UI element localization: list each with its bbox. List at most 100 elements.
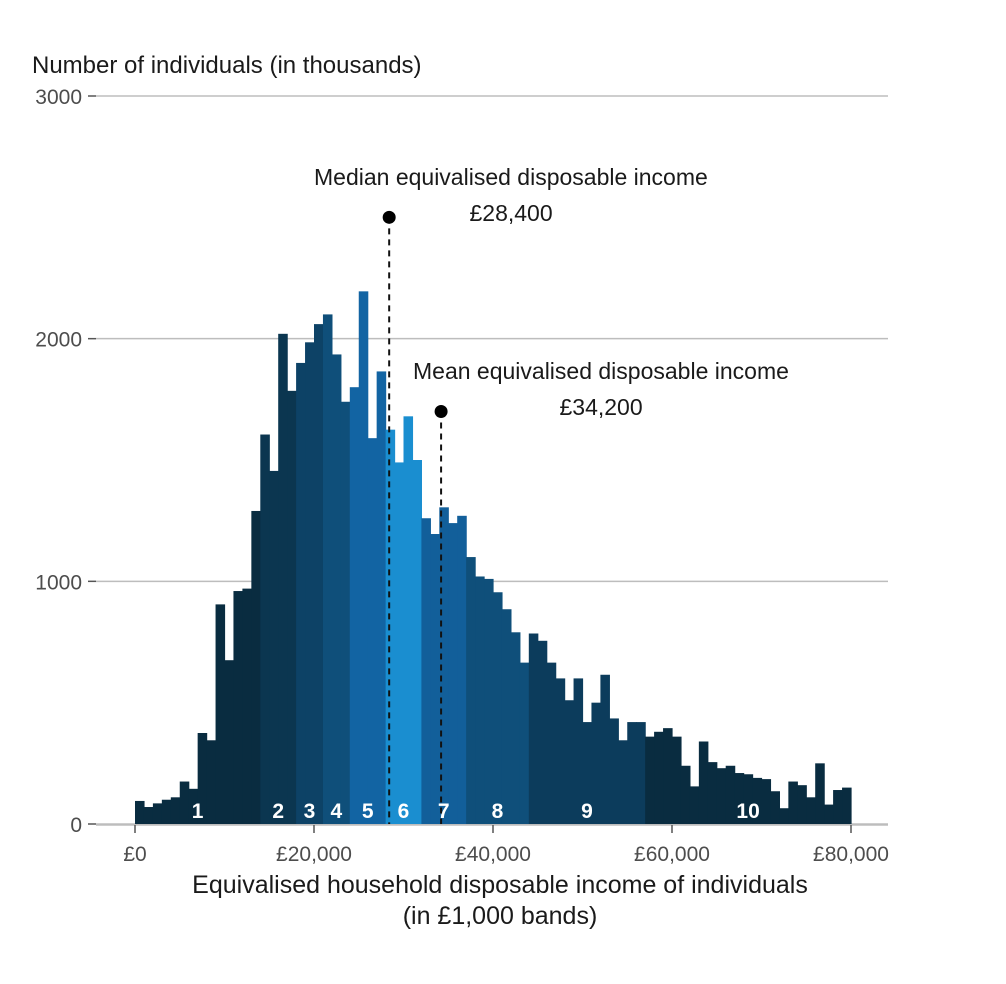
decile-label: 10 — [736, 800, 759, 823]
histogram-bar — [493, 592, 503, 824]
mean-marker-dot — [434, 404, 448, 418]
histogram-bar — [770, 791, 780, 824]
mean-annotation-value: £34,200 — [559, 394, 643, 420]
histogram-bar — [215, 604, 226, 824]
histogram-bar — [394, 462, 405, 824]
histogram-bar — [600, 674, 610, 824]
histogram-bar — [510, 632, 521, 824]
x-tick-label: £0 — [123, 843, 146, 866]
histogram-bar — [260, 434, 270, 824]
histogram-bar — [269, 470, 279, 824]
y-axis: 0 1000 2000 3000 — [35, 86, 96, 837]
histogram-bar — [806, 797, 816, 824]
x-axis-subtitle: (in £1,000 bands) — [402, 902, 598, 930]
x-tick-label: £20,000 — [276, 843, 352, 866]
histogram-bar — [743, 774, 754, 824]
histogram-bar — [484, 578, 494, 824]
histogram-bar — [725, 765, 736, 824]
histogram-bar — [340, 401, 351, 824]
histogram-bar — [305, 342, 315, 824]
histogram-bar — [663, 728, 673, 824]
histogram-bar — [528, 633, 539, 824]
histogram-bar — [582, 722, 593, 824]
histogram-bar — [143, 807, 154, 824]
histogram-bar — [698, 741, 709, 824]
histogram-bar — [833, 790, 843, 824]
histogram-bar — [242, 588, 252, 824]
histogram-bar — [680, 765, 691, 824]
histogram-bar — [161, 799, 172, 824]
histogram-bar — [618, 740, 628, 824]
histogram-bar — [448, 523, 458, 824]
histogram-bar — [519, 662, 530, 824]
histogram-bar — [457, 515, 467, 824]
histogram-bar — [179, 781, 190, 824]
y-tick-label: 1000 — [35, 571, 82, 594]
histogram-bar — [314, 324, 324, 824]
x-tick-label: £80,000 — [813, 843, 889, 866]
histogram-bar — [797, 785, 807, 824]
histogram-bar — [376, 371, 387, 824]
decile-label: 8 — [492, 800, 504, 823]
histogram-bars — [135, 291, 852, 824]
histogram-bar — [636, 722, 646, 824]
histogram-bar — [573, 678, 584, 824]
histogram-bar — [761, 779, 772, 824]
histogram-bar — [322, 314, 333, 824]
histogram-bar — [779, 808, 789, 824]
x-tick-label: £60,000 — [634, 843, 710, 866]
histogram-bar — [188, 788, 199, 824]
histogram-bar — [815, 763, 825, 824]
histogram-bar — [152, 803, 163, 824]
histogram-bar — [475, 576, 485, 824]
histogram-bar — [170, 797, 181, 824]
histogram-bar — [224, 660, 235, 824]
y-tick-label: 3000 — [35, 86, 82, 109]
histogram-bar — [197, 733, 208, 824]
histogram-bar — [734, 773, 745, 824]
histogram-bar — [689, 786, 700, 824]
histogram-bar — [788, 781, 798, 824]
histogram-bar — [752, 777, 763, 824]
histogram-bar — [716, 768, 727, 824]
histogram-bar — [842, 787, 852, 824]
histogram-bar — [135, 800, 145, 824]
decile-label: 9 — [581, 800, 593, 823]
histogram-bar — [672, 736, 682, 824]
histogram-bar — [654, 731, 664, 824]
mean-annotation-label: Mean equivalised disposable income — [413, 358, 789, 384]
histogram-bar — [385, 429, 396, 824]
histogram-bar — [555, 678, 566, 824]
decile-label: 3 — [304, 800, 316, 823]
histogram-bar — [609, 718, 619, 824]
histogram-bar — [824, 804, 834, 824]
histogram-bar — [358, 291, 369, 824]
x-tick-label: £40,000 — [455, 843, 531, 866]
histogram-bar — [645, 736, 655, 824]
x-axis: £0 £20,000 £40,000 £60,000 £80,000 — [96, 824, 889, 866]
histogram-bar — [439, 507, 449, 824]
decile-label: 5 — [362, 800, 374, 823]
decile-label: 7 — [438, 800, 450, 823]
histogram-bar — [278, 333, 288, 824]
y-axis-title: Number of individuals (in thousands) — [32, 52, 422, 79]
histogram-bar — [707, 762, 718, 824]
histogram-bar — [412, 460, 422, 824]
y-tick-label: 0 — [70, 814, 82, 837]
median-annotation-label: Median equivalised disposable income — [314, 164, 708, 190]
histogram-bar — [251, 510, 261, 824]
annotation-markers — [382, 210, 448, 824]
histogram-bar — [430, 534, 440, 824]
histogram-bar — [287, 390, 297, 824]
decile-label: 1 — [192, 800, 204, 823]
histogram-bar — [627, 722, 637, 824]
histogram-bar — [546, 662, 557, 824]
histogram-bar — [564, 700, 575, 824]
y-tick-label: 2000 — [35, 329, 82, 352]
x-axis-title: Equivalised household disposable income … — [192, 871, 808, 899]
histogram-bar — [466, 557, 476, 824]
median-annotation-value: £28,400 — [469, 200, 553, 226]
decile-labels: 1 2 3 4 5 6 7 8 9 10 — [192, 800, 760, 823]
histogram-bar — [206, 740, 217, 824]
